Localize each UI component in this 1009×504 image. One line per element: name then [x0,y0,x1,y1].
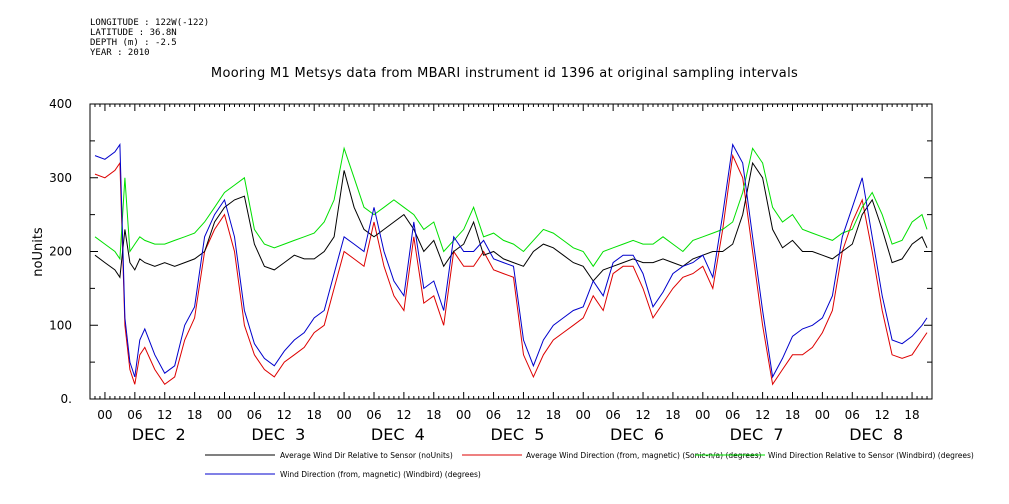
x-tick-label: 12 [635,408,650,422]
x-tick-label: 00 [97,408,112,422]
day-label: DEC 3 [251,425,305,444]
x-tick-label: 00 [576,408,591,422]
axis-labels: 0. 100 200 300 400 00 06 12 18 00 06 12 18 00 06 12 18 00… [49,97,920,444]
series-group [94,143,928,386]
series-line-1 [94,161,928,282]
y-axis-label: noUnits [31,227,46,277]
day-label: DEC 7 [730,425,784,444]
legend-label-2: Average Wind Direction (from, magnetic) … [526,451,762,460]
metadata-block: LONGITUDE : 122W(-122) LATITUDE : 36.8N … [90,18,209,58]
x-tick-label: 06 [725,408,740,422]
x-tick-label: 12 [516,408,531,422]
y-tick-label: 100 [49,318,72,332]
x-tick-label: 00 [217,408,232,422]
series-line-2 [94,153,928,386]
x-tick-label: 12 [277,408,292,422]
day-label: DEC 8 [849,425,903,444]
y-tick-label: 0. [61,392,72,406]
x-tick-label: 18 [546,408,561,422]
x-tick-label: 06 [127,408,142,422]
y-tick-label: 400 [49,97,72,111]
depth-text: DEPTH (m) : -2.5 [90,38,177,48]
x-tick-label: 00 [456,408,471,422]
x-tick-label: 12 [875,408,890,422]
legend-label-4: Wind Direction (from, magnetic) (Windbir… [280,470,481,479]
chart-title: Mooring M1 Metsys data from MBARI instru… [210,66,799,81]
x-tick-label: 06 [845,408,860,422]
day-label: DEC 4 [371,425,425,444]
x-tick-label: 12 [755,408,770,422]
x-tick-label: 00 [336,408,351,422]
x-tick-label: 12 [396,408,411,422]
x-tick-label: 18 [307,408,322,422]
x-tick-label: 18 [426,408,441,422]
day-label: DEC 5 [490,425,544,444]
series-line-4 [94,143,928,379]
plot-frame [89,103,933,400]
x-tick-label: 06 [366,408,381,422]
latitude-text: LATITUDE : 36.8N [90,28,177,38]
legend-label-1: Average Wind Dir Relative to Sensor (noU… [280,451,453,460]
series-line-3 [94,146,928,268]
x-tick-label: 06 [486,408,501,422]
x-tick-label: 06 [605,408,620,422]
x-tick-label: 18 [904,408,919,422]
x-tick-label: 18 [665,408,680,422]
x-tick-label: 18 [785,408,800,422]
day-label: DEC 6 [610,425,664,444]
year-text: YEAR : 2010 [90,48,150,58]
x-tick-label: 18 [187,408,202,422]
longitude-text: LONGITUDE : 122W(-122) [90,18,210,28]
x-tick-label: 06 [247,408,262,422]
legend: Average Wind Dir Relative to Sensor (noU… [205,451,974,479]
y-tick-label: 300 [49,171,72,185]
x-tick-label: 00 [695,408,710,422]
x-tick-label: 00 [815,408,830,422]
x-tick-label: 12 [157,408,172,422]
legend-label-3: Wind Direction Relative to Sensor (Windb… [768,451,974,460]
day-label: DEC 2 [132,425,186,444]
y-tick-label: 200 [49,245,72,259]
